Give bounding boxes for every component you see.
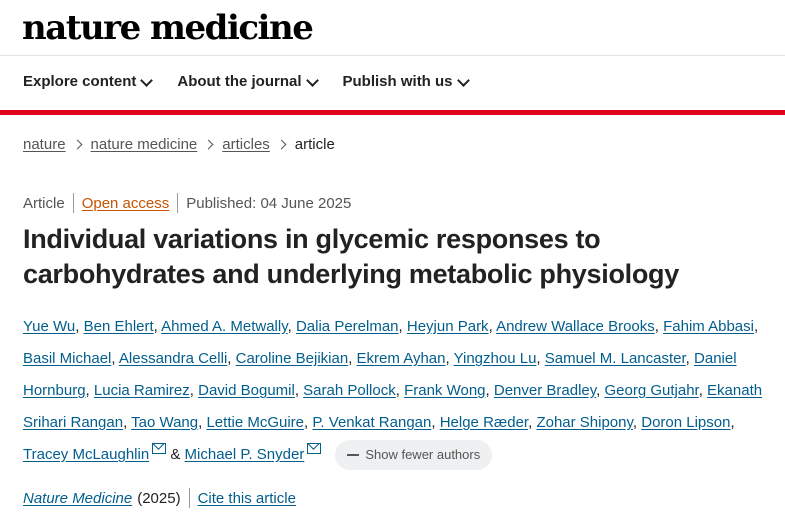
accent-bar [0,110,785,115]
article-meta: Article Open access Published: 04 June 2… [23,193,351,213]
minus-icon [347,454,360,457]
author-link[interactable]: Helge Ræder [439,414,529,431]
author-link[interactable]: Lettie McGuire [206,414,305,431]
nav-item-label: Explore content [23,73,137,90]
journal-link[interactable]: Nature Medicine [23,489,133,507]
author-link[interactable]: Tao Wang [131,414,199,431]
nav-explore-content[interactable]: Explore content [23,73,154,90]
author-link[interactable]: Daniel Hornburg [23,350,737,399]
author-link[interactable]: Ben Ehlert [83,318,154,335]
author-link[interactable]: Lucia Ramirez [93,382,190,399]
author-link[interactable]: Alessandra Celli [118,350,228,367]
breadcrumb-current: article [294,136,335,153]
site-logo[interactable]: nature medicine [22,8,314,48]
author-link[interactable]: Fahim Abbasi [663,318,754,335]
nav-item-label: Publish with us [342,73,453,90]
author-link[interactable]: Ekanath Srihari Rangan [23,382,763,431]
author-link[interactable]: Georg Gutjahr [604,382,699,399]
author-link[interactable]: Heyjun Park [406,318,489,335]
publication-year: (2025) [137,489,181,507]
chevron-right-icon [72,139,82,150]
breadcrumb: nature nature medicine articles article [23,136,335,153]
author-link[interactable]: Michael P. Snyder [184,446,305,463]
meta-divider [72,193,74,213]
nav-item-label: About the journal [177,73,302,90]
author-link[interactable]: Ekrem Ayhan [356,350,446,367]
mail-icon[interactable] [152,443,167,454]
mail-icon[interactable] [307,443,322,454]
author-link[interactable]: Denver Bradley [493,382,597,399]
author-link[interactable]: Andrew Wallace Brooks [496,318,655,335]
author-link[interactable]: Basil Michael [23,350,112,367]
author-link[interactable]: Zohar Shipony [536,414,633,431]
author-link[interactable]: Yue Wu [23,318,76,335]
citation-line: Nature Medicine (2025) Cite this article [23,488,296,508]
chevron-down-icon [456,74,470,87]
meta-divider [177,193,179,213]
citation-divider [188,488,190,508]
author-conjunction: & [170,446,181,463]
breadcrumb-nature-medicine[interactable]: nature medicine [90,136,198,153]
chevron-right-icon [276,139,287,150]
nav-publish-with-us[interactable]: Publish with us [342,73,470,90]
show-fewer-label: Show fewer authors [365,447,481,463]
author-link[interactable]: Caroline Bejikian [235,350,349,367]
author-link[interactable]: Doron Lipson [641,414,731,431]
author-link[interactable]: Tracey McLaughlin [23,446,150,463]
header-divider [0,55,785,56]
article-type: Article [23,194,65,212]
author-link[interactable]: Samuel M. Lancaster [544,350,686,367]
nav-about-journal[interactable]: About the journal [177,73,319,90]
author-link[interactable]: Yingzhou Lu [453,350,537,367]
main-nav: Explore content About the journal Publis… [23,73,494,90]
author-link[interactable]: Frank Wong [404,382,486,399]
show-fewer-authors-button[interactable]: Show fewer authors [335,440,493,471]
open-access-link[interactable]: Open access [81,194,170,212]
chevron-right-icon [203,139,214,150]
published-date: Published: 04 June 2025 [186,194,352,212]
cite-this-article-link[interactable]: Cite this article [197,489,296,507]
breadcrumb-articles[interactable]: articles [222,136,270,153]
article-title: Individual variations in glycemic respon… [23,224,679,289]
author-link[interactable]: Ahmed A. Metwally [161,318,288,335]
author-list: Yue Wu, Ben Ehlert, Ahmed A. Metwally, D… [23,311,773,471]
breadcrumb-nature[interactable]: nature [23,136,66,153]
chevron-down-icon [305,74,319,87]
author-link[interactable]: David Bogumil [198,382,295,399]
author-link[interactable]: Sarah Pollock [303,382,396,399]
chevron-down-icon [140,74,154,87]
author-link[interactable]: P. Venkat Rangan [312,414,432,431]
author-link[interactable]: Dalia Perelman [295,318,399,335]
